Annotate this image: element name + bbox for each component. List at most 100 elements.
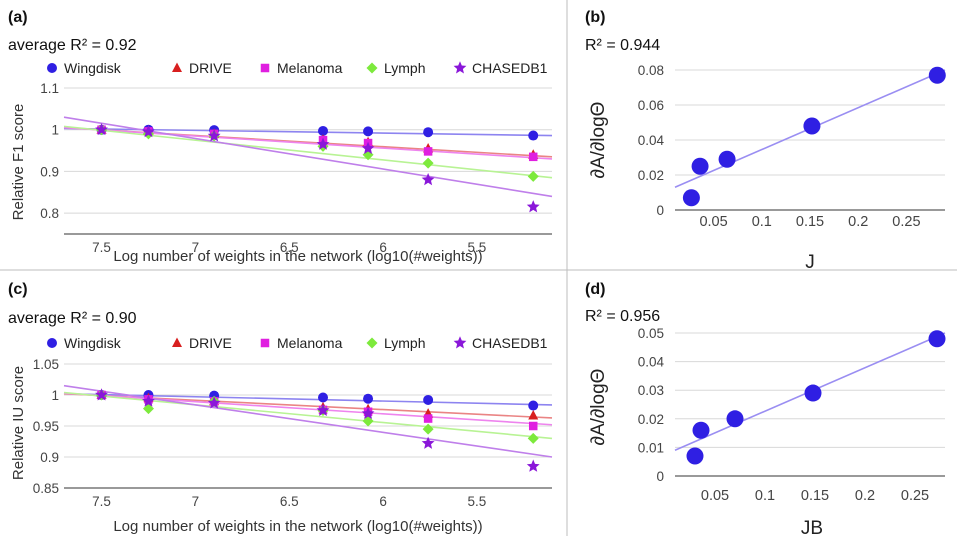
x-tick-label: 0.1	[755, 488, 775, 504]
point-wingdisk	[423, 394, 434, 405]
panel-d-subtitle: R² = 0.956	[585, 308, 660, 325]
point-chasedb1	[316, 403, 330, 416]
x-tick-label: 6	[379, 494, 387, 509]
panel-c-legend: Wingdisk DRIVE Melanoma Lymph CHASEDB1	[47, 335, 548, 351]
y-tick-label: 0.9	[40, 450, 59, 465]
point-chasedb1	[421, 436, 435, 449]
legend-label-drive: DRIVE	[189, 335, 232, 351]
x-tick-label: 5.5	[468, 240, 487, 255]
point-lymph	[527, 170, 539, 182]
x-tick-label: 0.25	[892, 214, 920, 230]
panel-c-label: (c)	[8, 281, 28, 298]
legend-label-drive: DRIVE	[189, 60, 232, 76]
y-tick-label: 0.02	[638, 412, 664, 427]
legend-label-lymph: Lymph	[384, 60, 426, 76]
point-lymph	[362, 415, 374, 427]
point-wingdisk	[363, 126, 374, 137]
x-tick-label: 7.5	[92, 494, 111, 509]
x-tick-label: 0.05	[699, 214, 727, 230]
panel-b-plot: 0 0.02 0.04 0.06 0.08 0.05 0.1 0.15 0.2 0.25	[638, 63, 946, 230]
panel-a-subtitle: average R² = 0.92	[8, 37, 137, 54]
point-chasedb1	[142, 394, 155, 407]
point-wingdisk	[318, 392, 329, 403]
x-tick-label: 0.1	[752, 214, 772, 230]
panel-a-label: (a)	[8, 9, 28, 26]
point-chasedb1	[361, 141, 375, 154]
y-tick-label: 0.9	[40, 164, 59, 179]
x-tick-label: 6.5	[280, 240, 299, 255]
legend-label-melanoma: Melanoma	[277, 60, 343, 76]
point-lymph	[527, 432, 539, 444]
y-tick-label: 0.95	[33, 419, 59, 434]
panel-b-subtitle: R² = 0.944	[585, 37, 660, 54]
legend-marker-chasedb1	[453, 61, 467, 74]
panel-d-xlabel: JB	[801, 518, 823, 536]
panel-b-xlabel: J	[805, 252, 815, 273]
data-point	[686, 447, 704, 465]
panel-a-xlabel: Log number of weights in the network (lo…	[113, 248, 482, 265]
y-tick-label: 0.04	[638, 133, 665, 148]
legend-marker-melanoma	[260, 63, 270, 73]
point-melanoma	[528, 152, 538, 162]
point-chasedb1	[95, 122, 108, 136]
data-point	[692, 421, 710, 439]
point-chasedb1	[526, 200, 540, 213]
point-chasedb1	[207, 129, 221, 142]
y-tick-label: 0.01	[638, 440, 664, 455]
legend-marker-wingdisk	[47, 63, 57, 73]
data-point	[682, 189, 700, 207]
point-chasedb1	[421, 173, 435, 186]
legend-label-melanoma: Melanoma	[277, 335, 343, 351]
panel-c-subtitle: average R² = 0.90	[8, 310, 137, 327]
y-tick-label: 0.06	[638, 98, 664, 113]
panel-c-plot: 0.85 0.9 0.95 1 1.05 7.5 7 6.5 6 5.5	[33, 357, 553, 509]
y-tick-label: 1.1	[40, 81, 59, 96]
point-chasedb1	[142, 125, 155, 138]
legend-marker-drive	[172, 337, 182, 347]
legend-marker-lymph	[366, 62, 378, 74]
legend-label-chasedb1: CHASEDB1	[472, 60, 548, 76]
x-tick-label: 7.5	[92, 240, 111, 255]
panel-d-plot: 0 0.01 0.02 0.03 0.04 0.05 0.05 0.1 0.15 0.2 0.25	[638, 326, 946, 504]
y-tick-label: 1	[51, 388, 59, 403]
panel-a-ylabel: Relative F1 score	[10, 104, 27, 221]
point-chasedb1	[207, 396, 221, 409]
y-tick-label: 0.85	[33, 481, 59, 496]
panel-c-ylabel: Relative IU score	[10, 366, 27, 480]
legend-marker-melanoma	[260, 338, 270, 348]
legend-marker-wingdisk	[47, 338, 57, 348]
y-tick-label: 0	[656, 203, 664, 218]
point-chasedb1	[361, 406, 375, 420]
x-tick-label: 0.05	[701, 488, 729, 504]
point-wingdisk	[423, 127, 434, 138]
y-tick-label: 0.03	[638, 383, 664, 398]
x-tick-label: 6.5	[280, 494, 299, 509]
trendline-melanoma	[63, 392, 553, 426]
y-tick-label: 1.05	[33, 357, 59, 372]
data-point	[726, 410, 744, 428]
point-wingdisk	[528, 400, 539, 411]
y-tick-label: 0.05	[638, 326, 664, 341]
point-chasedb1	[95, 388, 108, 401]
x-tick-label: 0.2	[855, 488, 875, 504]
point-drive	[528, 409, 539, 420]
point-melanoma	[528, 421, 538, 431]
point-melanoma	[423, 414, 433, 423]
point-chasedb1	[316, 137, 330, 150]
point-wingdisk	[363, 393, 374, 404]
point-lymph	[142, 403, 154, 415]
trendline-chasedb1	[63, 116, 553, 198]
panel-b-label: (b)	[585, 9, 605, 26]
point-lymph	[422, 423, 434, 435]
point-wingdisk	[318, 125, 329, 136]
data-point	[691, 157, 709, 175]
y-tick-label: 1	[51, 123, 59, 138]
x-tick-label: 0.25	[901, 488, 929, 504]
legend-marker-chasedb1	[453, 336, 467, 349]
y-tick-label: 0	[656, 469, 664, 484]
panel-d-ylabel: ∂A/∂logΘ	[588, 369, 609, 446]
data-point	[718, 150, 736, 168]
data-point	[804, 384, 822, 402]
y-tick-label: 0.04	[638, 355, 665, 370]
